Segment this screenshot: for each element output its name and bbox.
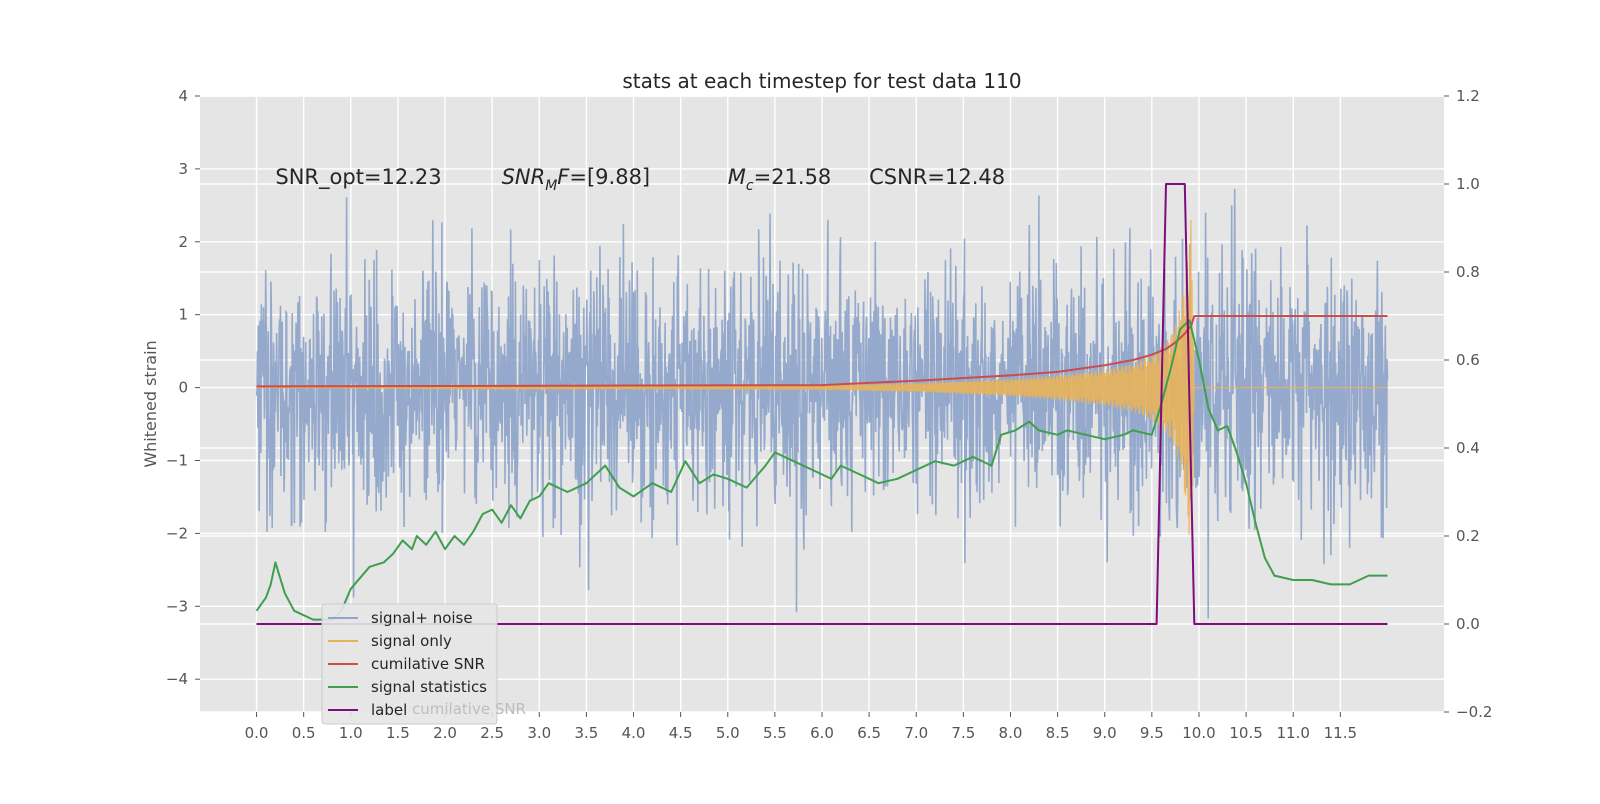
y-tick-label: −1 [166, 451, 188, 469]
y2-tick-label: 0.0 [1456, 615, 1480, 633]
x-tick-label: 5.5 [763, 724, 787, 742]
x-tick-label: 2.0 [433, 724, 457, 742]
chart-title: stats at each timestep for test data 110 [622, 69, 1021, 93]
x-tick-label: 11.5 [1324, 724, 1357, 742]
x-tick-label: 9.5 [1140, 724, 1164, 742]
legend-label: signal+ noise [371, 609, 473, 627]
noise-series [255, 188, 1389, 619]
y2-tick-label: 1.2 [1456, 87, 1480, 105]
x-tick-label: 6.5 [857, 724, 881, 742]
x-tick-label: 7.0 [904, 724, 928, 742]
x-tick-label: 9.0 [1093, 724, 1117, 742]
y2-tick-label: −0.2 [1456, 703, 1492, 721]
axes: 0.0 0.5 1.0 1.5 2.0 2.5 3.0 3.5 4.0 4.5 5.0 5.5 6.0 6… [166, 87, 1493, 742]
noise-line [255, 188, 1389, 619]
y-tick-label: −4 [166, 670, 188, 688]
legend-box [321, 603, 498, 725]
annotations: SNR_opt=12.23 SNRMF=[9.88] Mc=21.58 CSNR=12… [275, 165, 1005, 194]
x-tick-label: 1.0 [339, 724, 363, 742]
x-tick-label: 10.0 [1182, 724, 1215, 742]
annotation: SNR_opt=12.23 [275, 165, 441, 190]
annotation: CSNR=12.48 [869, 165, 1005, 189]
y2-tick-label: 0.2 [1456, 527, 1480, 545]
signal-only-line [256, 219, 1388, 535]
x-tick-label: 6.0 [810, 724, 834, 742]
x-tick-label: 3.5 [574, 724, 598, 742]
y-tick-label: 2 [178, 233, 188, 251]
legend-label: cumilative SNR [371, 655, 485, 673]
legend-ghost-text: cumilative SNR [412, 700, 526, 718]
legend: cumilative SNR signal+ noise signal only cu… [321, 603, 526, 725]
legend-label: label [371, 701, 407, 719]
x-tick-label: 3.0 [527, 724, 551, 742]
x-tick-label: 0.0 [245, 724, 269, 742]
x-tick-label: 4.0 [622, 724, 646, 742]
x-tick-label: 5.0 [716, 724, 740, 742]
x-tick-label: 11.0 [1277, 724, 1310, 742]
x-tick-label: 0.5 [292, 724, 316, 742]
signal-statistics-line [255, 319, 1388, 621]
annotation: SNRMF=[9.88] [502, 165, 651, 194]
x-tick-label: 1.5 [386, 724, 410, 742]
x-tick-label: 2.5 [480, 724, 504, 742]
y2-tick-label: 0.4 [1456, 439, 1480, 457]
x-tick-label: 10.5 [1229, 724, 1262, 742]
y2-tick-label: 1.0 [1456, 175, 1480, 193]
x-tick-label: 8.0 [999, 724, 1023, 742]
y-tick-label: 0 [178, 379, 188, 397]
y-tick-label: −3 [166, 597, 188, 615]
legend-label: signal only [371, 632, 452, 650]
legend-label: signal statistics [371, 678, 487, 696]
y-tick-label: 1 [178, 306, 188, 324]
y-tick-label: −2 [166, 524, 188, 542]
right-axis-series [255, 183, 1388, 625]
y-tick-label: 4 [178, 87, 188, 105]
y2-tick-label: 0.8 [1456, 263, 1480, 281]
y2-tick-label: 0.6 [1456, 351, 1480, 369]
y-tick-label: 3 [178, 160, 188, 178]
x-tick-label: 7.5 [951, 724, 975, 742]
x-tick-label: 8.5 [1046, 724, 1070, 742]
signal-only-series [256, 219, 1388, 535]
label-line [256, 183, 1388, 625]
y-axis-label: Whitened strain [141, 340, 160, 467]
x-tick-label: 4.5 [669, 724, 693, 742]
annotation: Mc=21.58 [728, 165, 832, 194]
